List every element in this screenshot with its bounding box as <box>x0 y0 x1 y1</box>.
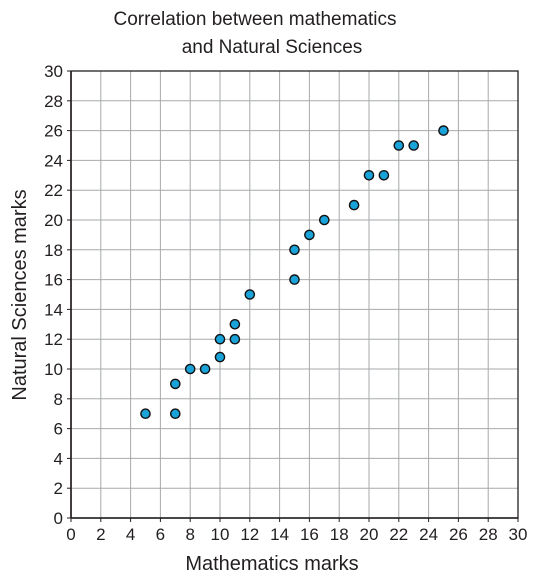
y-tick-label: 20 <box>44 211 63 230</box>
y-tick-label: 0 <box>54 509 63 528</box>
axes <box>70 70 519 519</box>
data-point <box>318 214 330 226</box>
x-tick-label: 6 <box>156 525 165 544</box>
y-tick-label: 12 <box>44 330 63 349</box>
y-tick-label: 14 <box>44 300 63 319</box>
y-axis-label: Natural Sciences marks <box>9 189 31 400</box>
x-tick-label: 30 <box>509 525 528 544</box>
x-tick-label: 28 <box>479 525 498 544</box>
x-tick-label: 12 <box>240 525 259 544</box>
data-points <box>140 125 449 420</box>
x-tick-label: 10 <box>211 525 230 544</box>
chart-title-line-1: Correlation between mathematics <box>113 9 396 30</box>
y-tick-label: 30 <box>44 62 63 81</box>
x-tick-label: 16 <box>300 525 319 544</box>
data-point <box>304 229 315 241</box>
y-tick-label: 28 <box>44 92 63 111</box>
data-point <box>184 363 196 375</box>
data-point <box>378 169 390 181</box>
x-axis-label: Mathematics marks <box>185 553 358 575</box>
x-tick-label: 0 <box>66 525 75 544</box>
y-tick-label: 10 <box>44 360 63 379</box>
x-tick-label: 26 <box>449 525 468 544</box>
x-tick-label: 2 <box>96 525 105 544</box>
y-tick-label: 8 <box>54 390 63 409</box>
x-tick-label: 14 <box>270 525 289 544</box>
x-tick-label: 8 <box>185 525 194 544</box>
y-tick-label: 2 <box>54 479 63 498</box>
data-point <box>289 274 300 285</box>
x-tick-label: 20 <box>360 525 379 544</box>
data-point <box>199 363 211 375</box>
data-point <box>289 244 300 256</box>
data-point <box>229 318 241 330</box>
data-point <box>438 125 449 136</box>
plot-frame <box>70 70 519 519</box>
y-tick-label: 4 <box>54 449 63 468</box>
data-point <box>393 140 405 151</box>
x-tick-label: 22 <box>389 525 408 544</box>
x-axis-ticks: 0 2 4 6 8 10 12 14 16 18 20 22 24 26 28 30 <box>66 518 527 544</box>
x-tick-label: 4 <box>126 525 135 544</box>
data-point <box>214 333 226 345</box>
data-point <box>169 378 181 390</box>
chart-title-line-2: and Natural Sciences <box>182 37 363 58</box>
data-point <box>348 199 360 211</box>
y-tick-label: 22 <box>44 181 63 200</box>
y-tick-label: 16 <box>44 271 63 290</box>
grid <box>70 70 519 519</box>
data-point <box>140 408 151 420</box>
data-point <box>229 333 241 345</box>
data-point <box>169 408 181 420</box>
data-point <box>363 169 375 181</box>
y-tick-label: 6 <box>54 420 63 439</box>
data-point <box>244 289 256 300</box>
y-tick-label: 26 <box>44 122 63 141</box>
y-tick-label: 24 <box>44 151 63 170</box>
y-tick-label: 18 <box>44 241 63 260</box>
data-point <box>408 140 420 151</box>
data-point <box>214 351 226 363</box>
x-tick-label: 18 <box>330 525 349 544</box>
x-tick-label: 24 <box>419 525 438 544</box>
